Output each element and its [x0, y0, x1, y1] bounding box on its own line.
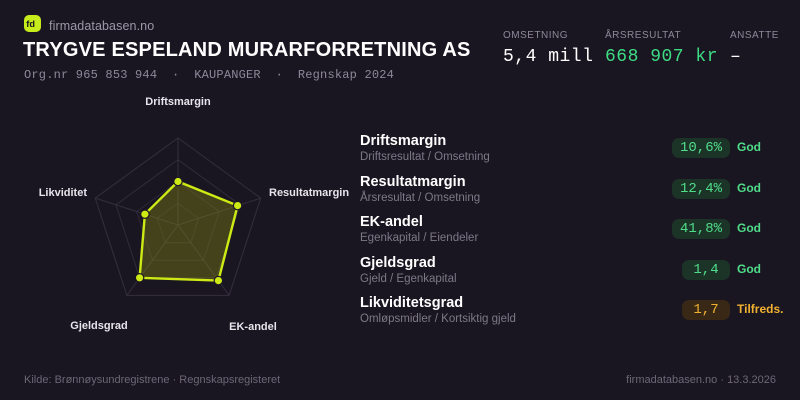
svg-text:Likviditet: Likviditet: [39, 187, 88, 199]
svg-text:EK-andel: EK-andel: [229, 321, 277, 333]
svg-text:Gjeldsgrad: Gjeldsgrad: [70, 320, 127, 332]
svg-text:Resultatmargin: Resultatmargin: [269, 187, 349, 199]
svg-text:Driftsmargin: Driftsmargin: [145, 96, 211, 108]
svg-text:fd: fd: [26, 19, 35, 29]
